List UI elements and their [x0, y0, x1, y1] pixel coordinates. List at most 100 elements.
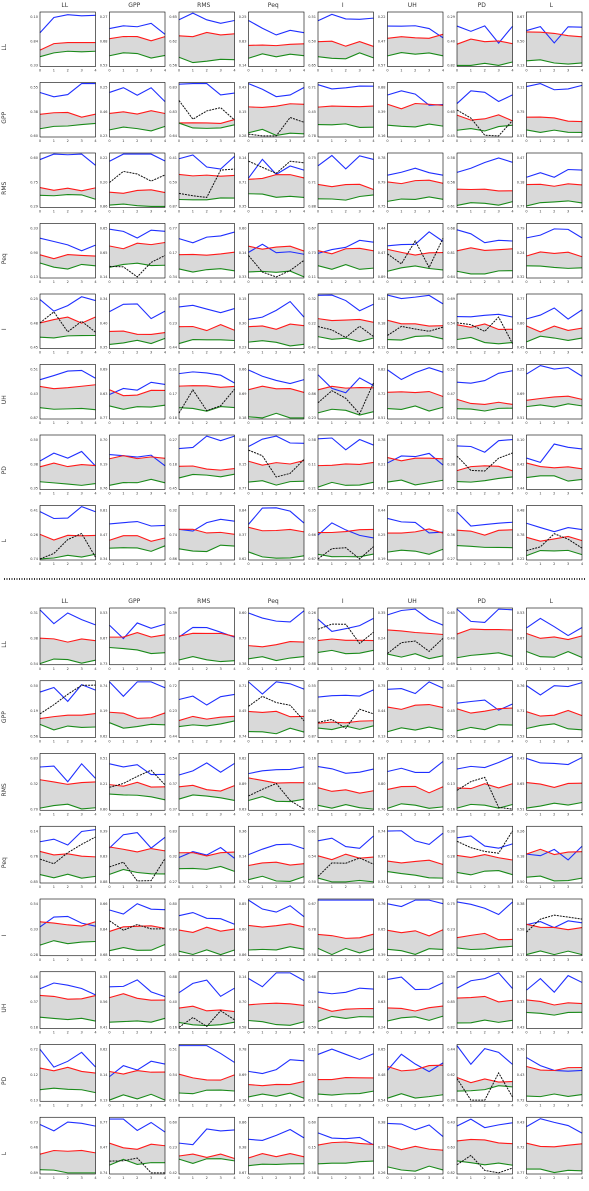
series-line: [248, 610, 305, 623]
x-tick-label: 0: [456, 139, 458, 143]
series-line: [387, 123, 444, 128]
x-tick-label: 1: [192, 351, 194, 355]
x-tick-label: 1: [261, 1103, 263, 1107]
x-tick-label: 4: [511, 740, 514, 744]
x-tick-label: 2: [414, 1031, 416, 1035]
series-line: [248, 782, 305, 810]
series-line: [317, 1132, 374, 1146]
series-line: [317, 194, 374, 201]
x-tick-label: 4: [303, 667, 306, 671]
x-tick-label: 1: [122, 421, 124, 425]
x-tick-label: 3: [428, 1176, 430, 1180]
y-tick-label: 0.67: [517, 15, 525, 19]
x-tick-label: 2: [136, 812, 138, 816]
y-tick-label: 0.71: [308, 86, 316, 90]
y-tick-label: 0.69: [239, 1073, 247, 1077]
series-line: [109, 646, 166, 655]
series-line: [109, 832, 166, 849]
y-tick-label: 0.39: [447, 975, 455, 979]
panel-frame: [317, 152, 374, 208]
x-tick-label: 1: [122, 812, 124, 816]
x-tick-label: 1: [261, 885, 263, 889]
y-tick-label: 0.24: [378, 1026, 387, 1030]
x-tick-label: 3: [359, 1176, 361, 1180]
x-tick-label: 2: [553, 69, 555, 73]
band-area: [248, 103, 304, 136]
x-tick-label: 3: [428, 1103, 430, 1107]
x-tick-label: 4: [442, 492, 445, 496]
x-tick-label: 0: [247, 562, 249, 566]
x-tick-label: 1: [400, 958, 402, 962]
series-line: [109, 153, 166, 162]
y-tick-label: 0.83: [169, 86, 177, 90]
y-tick-label: 0.24: [378, 636, 387, 640]
panel-frame: [456, 293, 513, 349]
y-tick-label: 0.35: [100, 346, 108, 350]
x-tick-label: 1: [331, 421, 333, 425]
panel-frame: [456, 11, 513, 67]
series-line: [109, 454, 166, 467]
x-tick-label: 3: [220, 1031, 222, 1035]
series-line: [39, 609, 96, 626]
x-tick-label: 2: [484, 1103, 486, 1107]
x-tick-label: 1: [470, 1176, 472, 1180]
x-tick-label: 2: [345, 812, 347, 816]
x-tick-label: 0: [178, 492, 180, 496]
x-tick-label: 4: [442, 562, 445, 566]
series-line: [317, 987, 374, 995]
panel: 0.780.690.160 1 2 3 4: [239, 1044, 306, 1107]
x-tick-label: 2: [67, 1176, 69, 1180]
series-line: [109, 793, 166, 801]
y-tick-label: 0.80: [308, 709, 316, 713]
x-tick-label: 0: [108, 280, 110, 284]
x-tick-label: 2: [275, 1031, 277, 1035]
panel-frame: [317, 753, 374, 811]
band-area: [40, 851, 96, 879]
series-line: [456, 465, 513, 472]
x-tick-label: 0: [247, 667, 249, 671]
x-tick-label: 3: [150, 958, 152, 962]
x-tick-label: 3: [289, 1031, 291, 1035]
x-tick-label: 2: [275, 958, 277, 962]
x-tick-label: 1: [400, 280, 402, 284]
series-line: [387, 948, 444, 955]
x-tick-label: 2: [206, 562, 208, 566]
x-tick-label: 2: [553, 562, 555, 566]
x-tick-label: 1: [400, 812, 402, 816]
series-line: [248, 899, 305, 918]
x-tick-label: 2: [206, 421, 208, 425]
x-tick-label: 0: [386, 351, 388, 355]
series-line: [456, 1045, 513, 1066]
panel-frame: [248, 753, 305, 811]
panel-frame: [248, 825, 305, 884]
x-tick-label: 0: [317, 69, 319, 73]
panel: 0.600.730.380 1 2 3 4: [239, 607, 306, 671]
x-tick-label: 2: [67, 667, 69, 671]
y-tick-label: 0.47: [100, 1146, 108, 1150]
x-tick-label: 1: [122, 740, 124, 744]
y-tick-label: 0.80: [517, 321, 525, 325]
y-tick-label: 0.56: [100, 1000, 108, 1004]
band-area: [179, 852, 235, 872]
series-line: [317, 437, 374, 451]
y-tick-label: 0.53: [517, 735, 525, 739]
y-tick-label: 0.10: [169, 636, 177, 640]
x-tick-label: 1: [470, 351, 472, 355]
x-tick-label: 4: [511, 958, 514, 962]
series-line: [109, 722, 166, 729]
x-tick-label: 4: [233, 139, 236, 143]
panel-frame: [39, 1044, 96, 1102]
x-tick-label: 1: [261, 280, 263, 284]
x-tick-label: 1: [192, 492, 194, 496]
series-line: [109, 1142, 166, 1150]
series-line: [39, 334, 96, 339]
x-tick-label: 3: [150, 351, 152, 355]
series-line: [39, 836, 96, 865]
series-line: [456, 157, 513, 173]
x-tick-label: 0: [39, 562, 41, 566]
series-line: [248, 174, 305, 180]
x-tick-label: 3: [289, 1176, 291, 1180]
series-line: [387, 33, 444, 39]
panel: 0.600.140.330 1 2 3 4: [239, 223, 306, 284]
y-tick-label: 0.76: [378, 902, 386, 906]
